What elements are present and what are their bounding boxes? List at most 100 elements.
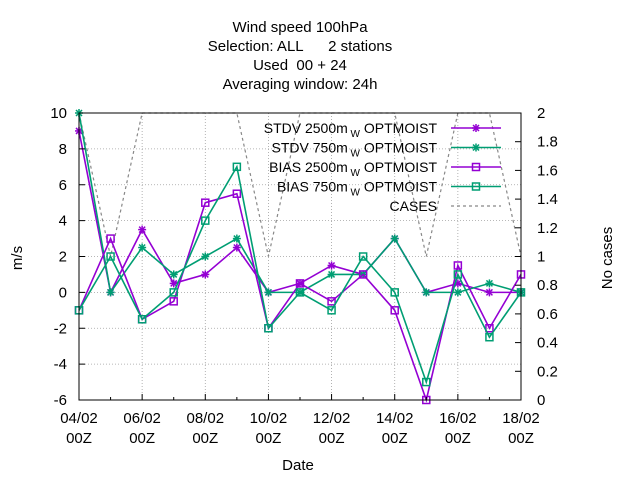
legend-marker-bias-750m: [471, 182, 481, 191]
legend-name: STDV 750m: [272, 140, 348, 156]
point-stdv-750m: [138, 243, 147, 252]
point-stdv-750m: [327, 270, 336, 279]
point-bias-750m: [327, 306, 336, 315]
marker-stroke: [201, 252, 209, 261]
point-bias-750m: [169, 288, 178, 297]
legend-name: BIAS 2500m: [269, 159, 348, 175]
point-stdv-750m: [169, 270, 178, 279]
x-tick-label-time: 00Z: [382, 430, 408, 447]
y2-tick-label: 0.4: [537, 335, 558, 352]
marker-stroke: [485, 279, 493, 287]
title-line-2: Selection: ALL 2 stations: [208, 38, 393, 55]
legend-suffix: OPTMOIST: [360, 140, 437, 156]
x-tick-label: 06/02: [123, 410, 161, 427]
point-stdv-750m: [201, 252, 210, 261]
y2-tick-label: 0.8: [537, 277, 558, 294]
y-tick-label: 4: [59, 213, 67, 230]
x-tick-label-time: 00Z: [319, 430, 345, 447]
point-stdv-2500m: [169, 279, 178, 288]
legend-label-stdv-750m: STDV 750m W OPTMOIST: [272, 140, 438, 160]
title-line-3: Used 00 + 24: [253, 57, 347, 74]
x-tick-label: 12/02: [313, 410, 351, 427]
legend-marker-stdv-2500m: [472, 124, 480, 132]
y2-tick-label: 1.6: [537, 162, 558, 179]
y2-tick-label: 0.2: [537, 363, 558, 380]
series-layer: [74, 109, 526, 405]
point-stdv-750m: [232, 234, 241, 243]
point-bias-750m: [264, 324, 273, 333]
marker-stroke: [328, 261, 336, 269]
point-bias-2500m: [232, 189, 242, 198]
marker-stroke: [233, 244, 241, 252]
legend-label-bias-2500m: BIAS 2500m W OPTMOIST: [269, 159, 437, 179]
x-tick-label: 08/02: [187, 410, 225, 427]
point-bias-750m: [106, 252, 115, 261]
legend-name: CASES: [390, 198, 437, 214]
title-line-4: Averaging window: 24h: [223, 76, 378, 93]
legend-label-stdv-2500m: STDV 2500m W OPTMOIST: [264, 120, 438, 140]
x-tick-label-time: 00Z: [445, 430, 471, 447]
point-bias-750m: [485, 332, 494, 342]
point-stdv-750m: [390, 234, 399, 243]
y2-tick-label: 2: [537, 105, 545, 122]
marker-stroke: [107, 288, 115, 296]
legend-suffix: OPTMOIST: [360, 179, 437, 195]
series-line-cases: [78, 112, 522, 257]
y2-tick-label: 1.2: [537, 220, 558, 237]
point-bias-750m: [232, 162, 242, 172]
marker-stroke: [485, 288, 493, 296]
point-stdv-750m: [422, 288, 431, 297]
x-tick-label-time: 00Z: [129, 430, 155, 447]
y2-tick-label: 1.8: [537, 134, 558, 151]
legend-marker-stdv-750m: [472, 143, 480, 152]
point-bias-2500m: [327, 297, 336, 306]
y-tick-label: -2: [54, 320, 67, 337]
marker-stroke: [422, 288, 430, 296]
point-bias-750m: [201, 216, 210, 225]
point-bias-750m: [390, 288, 399, 297]
y-tick-label: -6: [54, 392, 67, 409]
legend-subscript: W: [348, 188, 361, 199]
marker-stroke: [472, 143, 480, 152]
point-stdv-2500m: [327, 261, 336, 270]
legend-subscript: W: [348, 168, 361, 179]
point-bias-2500m: [390, 306, 399, 315]
chart-title: Wind speed 100hPa Selection: ALL 2 stati…: [208, 19, 393, 93]
point-stdv-750m: [264, 288, 273, 297]
legend-subscript: W: [348, 149, 361, 160]
legend-label-bias-750m: BIAS 750m W OPTMOIST: [277, 179, 437, 199]
x-tick-label-time: 00Z: [508, 430, 534, 447]
x-tick-label: 16/02: [439, 410, 477, 427]
grid: [79, 113, 521, 400]
x-tick-label: 18/02: [502, 410, 540, 427]
point-bias-2500m: [295, 279, 305, 288]
y2-tick-label: 0.6: [537, 306, 558, 323]
title-line-1: Wind speed 100hPa: [232, 19, 368, 36]
y-tick-label: 0: [59, 284, 67, 301]
marker-stroke: [454, 288, 462, 296]
point-stdv-2500m: [201, 270, 210, 279]
y2-tick-label: 1: [537, 249, 545, 266]
point-bias-2500m: [453, 261, 463, 270]
marker-stroke: [201, 270, 209, 278]
x-axis-label: Date: [282, 457, 314, 474]
marker-stroke: [454, 279, 462, 287]
series-line-bias-2500m: [78, 192, 522, 403]
marker-stroke: [472, 124, 480, 132]
point-stdv-2500m: [232, 243, 241, 252]
point-bias-750m: [137, 315, 147, 324]
legend-name: BIAS 750m: [277, 179, 348, 195]
axes: -6 -4 -2 0 2 4 6 8 10 0 0.2 0.4 0.6 0.8 1 1.2 1.4 1.6 1.8 2…: [50, 105, 558, 447]
point-bias-2500m: [201, 198, 210, 207]
y2-tick-label: 0: [537, 392, 545, 409]
y-tick-label: 2: [59, 249, 67, 266]
legend-marker-bias-2500m: [471, 162, 481, 172]
y-tick-label: 10: [50, 105, 67, 122]
x-tick-label-time: 00Z: [255, 430, 281, 447]
point-bias-2500m: [485, 324, 494, 333]
x-tick-label-time: 00Z: [192, 430, 218, 447]
x-tick-label-time: 00Z: [66, 430, 92, 447]
marker-stroke: [391, 235, 399, 243]
